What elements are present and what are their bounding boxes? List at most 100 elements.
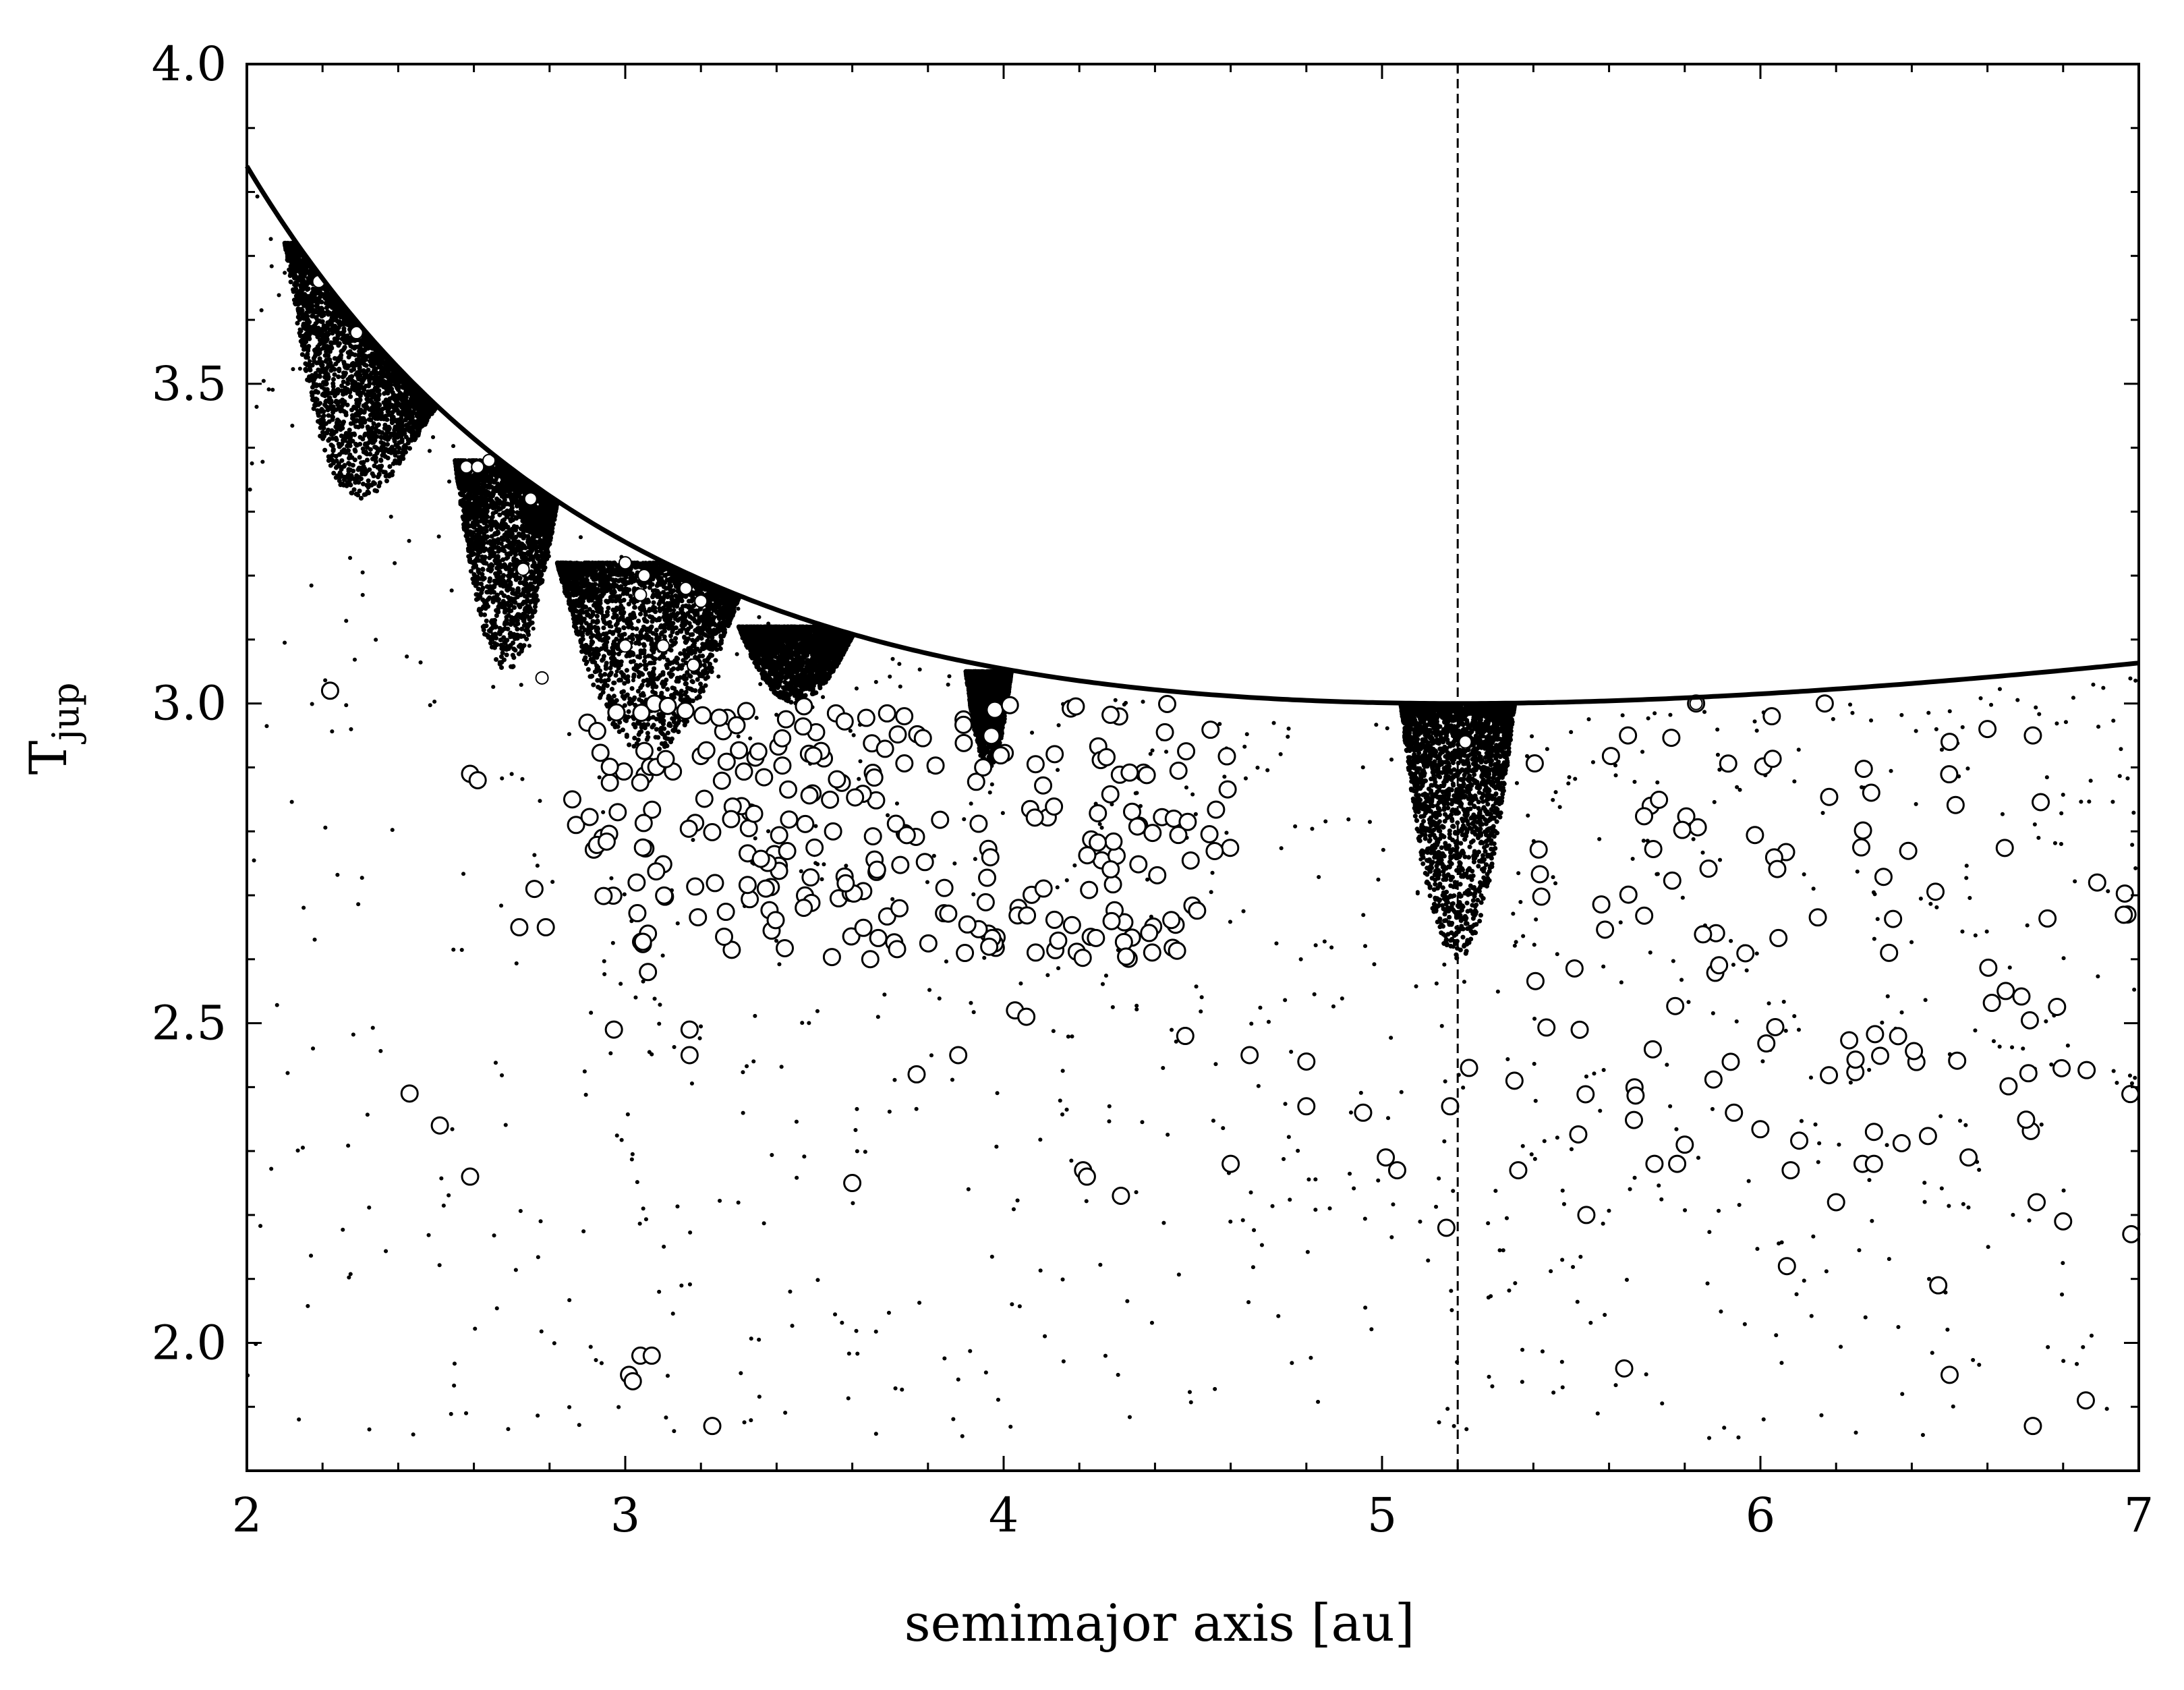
open-circle-point <box>976 893 995 911</box>
dense-dot-cluster-4 <box>963 669 1014 768</box>
open-circle-point <box>1045 745 1064 764</box>
open-circle-point <box>794 717 813 736</box>
highlight-circle-point <box>482 453 496 468</box>
open-circle-point <box>730 741 749 760</box>
open-circle-point <box>2032 793 2050 812</box>
open-circle-point <box>1827 1193 1845 1212</box>
open-circle-point <box>867 860 886 879</box>
open-circle-point <box>1077 1167 1096 1186</box>
open-circle-point <box>600 758 619 777</box>
open-circle-point <box>863 827 882 846</box>
highlight-circle-point <box>471 460 485 474</box>
open-circle-point <box>835 712 854 731</box>
open-circle-point <box>525 880 544 899</box>
open-circle-point <box>635 741 654 760</box>
open-circle-point <box>1746 826 1764 845</box>
open-circle-point <box>591 743 610 762</box>
open-circle-point <box>430 1116 449 1135</box>
open-circle-point <box>1101 706 1120 725</box>
open-circle-point <box>1034 879 1053 898</box>
open-circle-point <box>954 733 973 752</box>
open-circle-point <box>1643 1040 1662 1059</box>
open-circle-point <box>795 697 813 716</box>
open-circle-point <box>1644 839 1663 858</box>
open-circle-point <box>1000 696 1019 714</box>
open-circle-point <box>737 702 755 721</box>
open-circle-point <box>2038 909 2057 928</box>
open-circle-point <box>1570 1020 1589 1039</box>
open-circle-point <box>888 725 907 744</box>
open-circle-point <box>1880 943 1899 962</box>
open-circle-point <box>703 1417 722 1436</box>
open-circle-point <box>1168 941 1186 960</box>
open-circle-point <box>2019 1064 2038 1083</box>
open-circle-point <box>1719 754 1737 773</box>
open-circle-point <box>634 814 653 833</box>
open-circle-point <box>822 948 841 967</box>
open-circle-point <box>727 716 746 735</box>
open-circle-point <box>1297 1097 1316 1116</box>
open-circle-point <box>926 756 945 775</box>
open-circle-point <box>1864 1123 1883 1142</box>
highlight-circle-point <box>535 671 549 685</box>
open-circle-point <box>1049 931 1068 950</box>
open-circle-point <box>1840 1031 1859 1050</box>
open-circle-point <box>992 746 1010 765</box>
highlight-circle-point <box>633 588 648 602</box>
open-circle-point <box>749 742 768 761</box>
open-circle-point <box>1181 851 1200 870</box>
open-circle-point <box>779 780 798 799</box>
highlight-circle-point <box>637 569 652 583</box>
open-circle-point <box>1073 949 1092 967</box>
open-circle-point <box>842 927 861 946</box>
open-circle-point <box>1736 944 1755 963</box>
open-circle-point <box>895 754 914 772</box>
open-circle-point <box>890 899 909 918</box>
open-circle-point <box>980 937 999 956</box>
open-circle-point <box>907 1065 926 1083</box>
open-circle-point <box>1725 1103 1744 1122</box>
open-circle-point <box>1666 996 1685 1015</box>
open-circle-point <box>1157 695 1176 714</box>
open-circle-point <box>2012 987 2031 1006</box>
open-circle-point <box>770 826 788 845</box>
open-circle-point <box>623 1372 642 1390</box>
open-circle-point <box>1864 1154 1883 1173</box>
highlight-circle-point <box>619 639 632 653</box>
open-circle-point <box>1905 1042 1924 1061</box>
open-circle-point <box>2048 997 2067 1016</box>
open-circle-point <box>1892 1133 1911 1152</box>
dense-dot-cluster-0 <box>282 240 439 501</box>
x-tick-label: 7 <box>2124 1488 2154 1543</box>
y-tick-label: 2.5 <box>152 996 227 1051</box>
open-circle-point <box>939 904 958 923</box>
open-circle-point <box>1918 1127 1937 1146</box>
open-circle-point <box>2023 1417 2042 1436</box>
open-circle-point <box>1078 846 1097 865</box>
open-circle-point <box>861 950 880 969</box>
open-circle-point <box>891 855 910 874</box>
open-circle-point <box>594 886 613 905</box>
open-circle-point <box>1710 956 1729 975</box>
open-circle-point <box>1026 755 1045 774</box>
open-circle-point <box>1899 841 1918 860</box>
open-circle-point <box>1169 761 1188 780</box>
open-circle-point <box>888 940 907 959</box>
open-circle-point <box>697 741 716 760</box>
open-circle-point <box>1441 1097 1460 1116</box>
highlight-circle-point <box>459 460 473 474</box>
open-circle-point <box>954 715 973 734</box>
open-circle-point <box>895 707 914 726</box>
y-axis-label-main: T <box>18 741 78 775</box>
open-circle-point <box>1673 820 1692 839</box>
open-circle-point <box>985 700 1004 719</box>
open-circle-point <box>2020 1011 2039 1030</box>
dense-dot-cluster-5 <box>1398 703 1517 961</box>
open-circle-point <box>1297 1052 1316 1071</box>
open-circle-point <box>628 904 647 923</box>
open-circle-point <box>1026 943 1045 962</box>
open-circle-point <box>843 1174 862 1193</box>
open-circle-point <box>1721 1052 1740 1071</box>
open-circle-point <box>1200 825 1219 844</box>
open-circle-point <box>1940 765 1959 784</box>
